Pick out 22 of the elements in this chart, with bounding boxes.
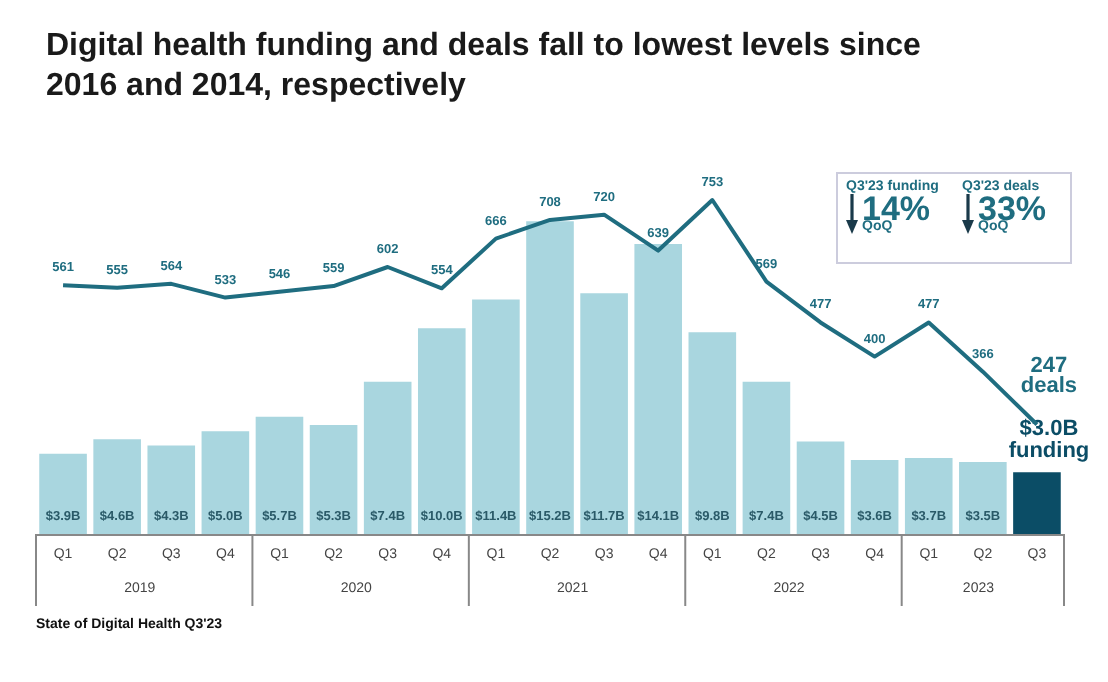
bar (634, 243, 683, 534)
bar (1013, 472, 1061, 534)
bar (255, 416, 304, 534)
bar (309, 424, 358, 534)
chart-title: Digital health funding and deals fall to lowest levels since 2016 and 2014, respectively (46, 29, 930, 103)
bar (742, 381, 791, 534)
bar (417, 328, 466, 534)
bar (147, 445, 196, 534)
bar (472, 299, 520, 534)
bar (904, 457, 953, 534)
bar (93, 439, 141, 534)
data-label: $3.0B funding (1008, 417, 1090, 464)
bar (850, 459, 899, 534)
bar (688, 332, 737, 534)
bar (39, 453, 87, 534)
data-label: 247 deals (1020, 354, 1078, 399)
bar (580, 293, 628, 534)
bar (363, 381, 412, 534)
bar (796, 441, 845, 534)
bar (959, 461, 1007, 534)
bar (201, 431, 250, 534)
bar (526, 221, 574, 534)
